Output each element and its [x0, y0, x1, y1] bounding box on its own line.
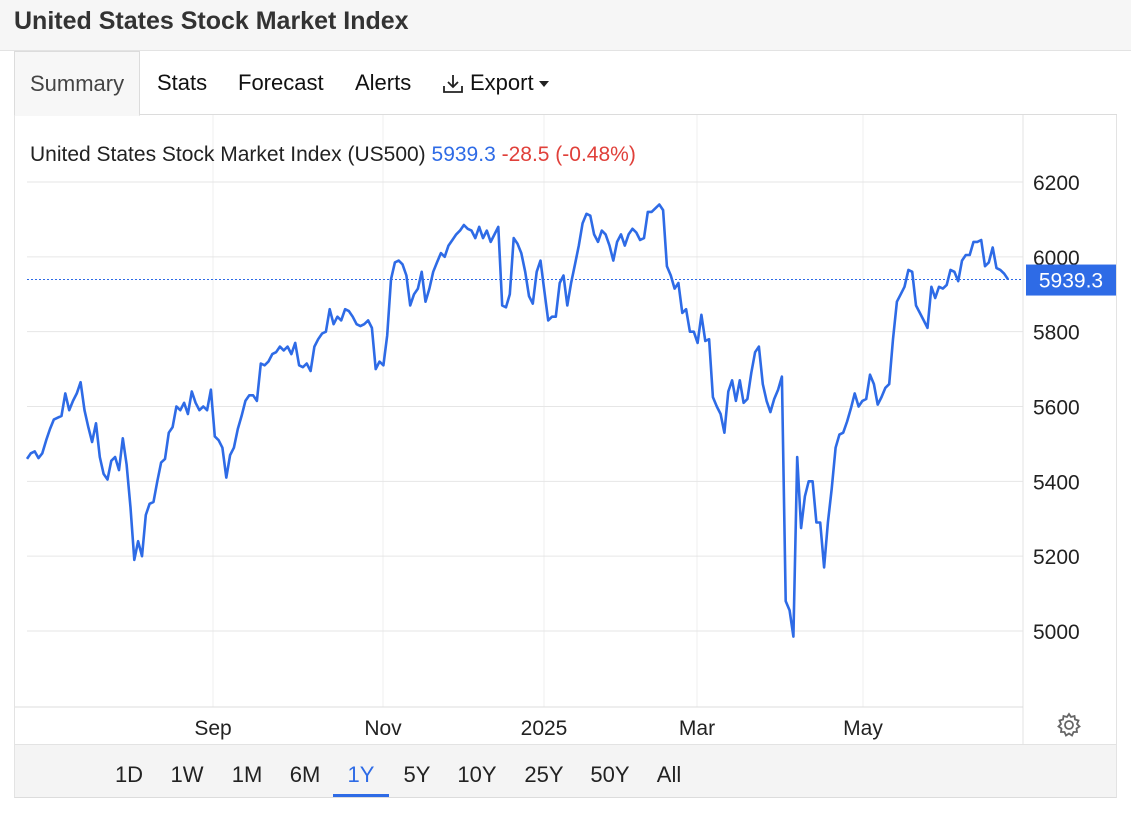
tab-export-label: Export	[470, 70, 534, 95]
price-tag	[1026, 264, 1116, 296]
y-tick-label: 5400	[1033, 471, 1080, 494]
x-tick-label: May	[843, 717, 883, 740]
legend-change: -28.5 (-0.48%)	[502, 143, 636, 166]
y-tick-label: 6200	[1033, 172, 1080, 195]
y-tick-label: 5600	[1033, 397, 1080, 420]
tab-summary[interactable]: Summary	[14, 51, 141, 116]
y-tick-label: 6000	[1033, 247, 1080, 270]
x-tick-label: Mar	[679, 717, 715, 740]
legend-last: 5939.3	[432, 143, 502, 166]
range-1w[interactable]: 1W	[170, 762, 204, 787]
y-tick-label: 5200	[1033, 546, 1080, 569]
tab-bar: Summary Stats Forecast Alerts Export	[14, 51, 1117, 116]
gear-icon[interactable]	[1055, 711, 1083, 739]
range-5y[interactable]: 5Y	[403, 762, 431, 787]
range-1m[interactable]: 1M	[231, 762, 263, 787]
legend-name: United States Stock Market Index (US500)	[30, 143, 432, 166]
range-10y[interactable]: 10Y	[457, 762, 497, 787]
caret-down-icon	[538, 81, 549, 88]
tab-stats[interactable]: Stats	[157, 70, 208, 95]
download-icon	[443, 75, 463, 94]
price-tag-label: 5939.3	[1039, 270, 1103, 293]
range-6m[interactable]: 6M	[289, 762, 321, 787]
range-selector: 1D 1W 1M 6M 1Y 5Y 10Y 25Y 50Y All	[15, 744, 1116, 797]
tab-forecast[interactable]: Forecast	[238, 70, 324, 95]
tab-export[interactable]: Export	[442, 51, 550, 115]
page-title: United States Stock Market Index	[14, 7, 409, 35]
y-tick-label: 5000	[1033, 621, 1080, 644]
range-1d[interactable]: 1D	[114, 762, 144, 787]
x-tick-label: 2025	[521, 717, 568, 740]
y-tick-label: 5800	[1033, 322, 1080, 345]
range-50y[interactable]: 50Y	[590, 762, 630, 787]
title-bar: United States Stock Market Index	[0, 0, 1131, 51]
range-all[interactable]: All	[656, 762, 682, 787]
chart-panel: 5000 5200 5400 5600 5800 6000 6200 Sep Nov 2025 Ma…	[14, 115, 1117, 798]
chart[interactable]: 5000 5200 5400 5600 5800 6000 6200 Sep Nov 2025 Ma…	[15, 115, 1116, 744]
series-line[interactable]	[25, 203, 1010, 638]
legend: United States Stock Market Index (US500)…	[30, 143, 636, 166]
range-1y[interactable]: 1Y	[333, 745, 389, 797]
x-tick-label: Sep	[194, 717, 231, 740]
x-tick-label: Nov	[364, 717, 402, 740]
range-25y[interactable]: 25Y	[524, 762, 564, 787]
tab-alerts[interactable]: Alerts	[355, 70, 412, 95]
